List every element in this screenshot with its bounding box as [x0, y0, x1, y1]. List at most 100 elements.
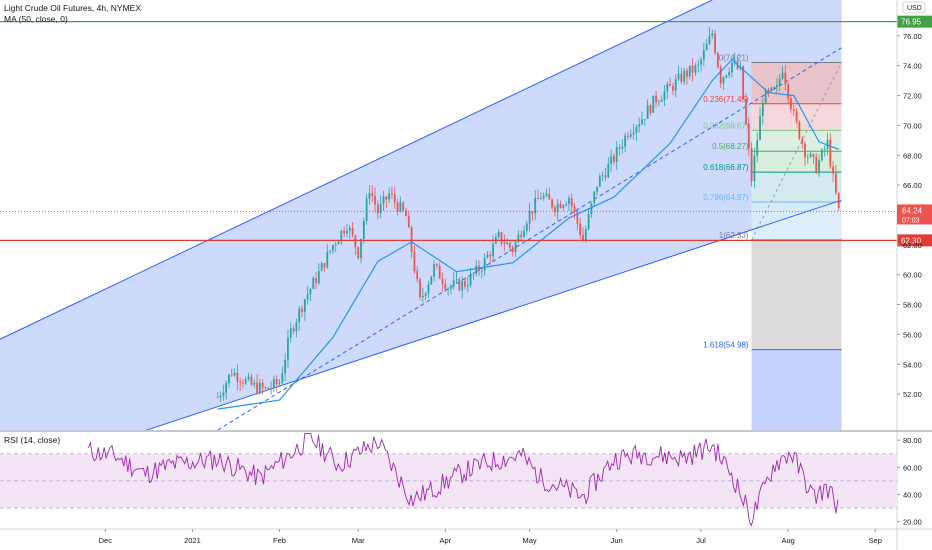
- candle-body: [764, 90, 767, 104]
- candle-body: [287, 337, 289, 360]
- candle-body: [750, 148, 753, 182]
- candle-body: [573, 206, 576, 213]
- candle-body: [610, 156, 612, 165]
- fib-level-label: 0.382(69.67): [703, 121, 749, 130]
- candle-body: [483, 257, 486, 271]
- candle-body: [270, 387, 272, 389]
- candle-body: [514, 242, 517, 252]
- candle-body: [835, 173, 837, 193]
- candle-body: [716, 52, 719, 68]
- candle-body: [823, 149, 826, 150]
- candle-body: [629, 134, 632, 137]
- candle-body: [458, 279, 461, 291]
- candle-body: [365, 198, 368, 222]
- candle-body: [568, 198, 570, 205]
- candle-body: [351, 227, 354, 236]
- candle-body: [697, 64, 700, 66]
- last-price-tag: [897, 204, 932, 225]
- candle-body: [275, 379, 278, 384]
- candle-body: [613, 156, 615, 162]
- candle-body: [354, 235, 357, 248]
- candle-body: [247, 376, 250, 380]
- candle-body: [539, 198, 542, 200]
- support-price-tag: [897, 234, 932, 247]
- candle-body: [672, 85, 674, 91]
- candle-body: [480, 270, 483, 272]
- candle-body: [258, 382, 261, 393]
- candle-body: [523, 230, 525, 238]
- candle-body: [770, 87, 773, 92]
- candle-body: [492, 243, 494, 257]
- candle-body: [745, 98, 747, 124]
- candle-body: [702, 50, 705, 60]
- currency-box: [902, 1, 926, 14]
- candle-body: [761, 103, 764, 116]
- candle-body: [565, 204, 568, 206]
- time-tick-label: Jun: [611, 536, 623, 545]
- candle-body: [261, 382, 264, 388]
- candle-body: [669, 84, 672, 86]
- candle-body: [216, 397, 219, 398]
- candle-body: [334, 244, 337, 246]
- candle-body: [598, 176, 601, 187]
- candle-body: [506, 243, 509, 245]
- candle-body: [806, 156, 809, 158]
- candle-body: [346, 230, 348, 234]
- candle-body: [804, 143, 806, 158]
- time-tick-label: Jul: [696, 536, 706, 545]
- candle-body: [410, 227, 413, 253]
- candle-body: [419, 279, 421, 298]
- time-tick-label: Aug: [781, 536, 794, 545]
- candle-body: [559, 203, 562, 208]
- candle-body: [643, 118, 646, 120]
- candle-body: [382, 196, 385, 204]
- candle-body: [239, 381, 242, 383]
- candle-body: [233, 372, 236, 376]
- candle-body: [604, 175, 607, 178]
- candle-body: [525, 223, 528, 231]
- candle-body: [309, 288, 312, 295]
- candle-body: [315, 278, 317, 283]
- time-tick-label: Feb: [273, 536, 286, 545]
- candle-body: [312, 278, 315, 289]
- fib-zone: [751, 202, 842, 240]
- candle-body: [225, 383, 228, 393]
- candle-body: [444, 283, 447, 290]
- candle-body: [402, 202, 405, 211]
- candle-body: [767, 90, 770, 92]
- price-tick-label: 74.00: [903, 62, 922, 71]
- candle-body: [497, 232, 500, 238]
- price-tick-label: 60.00: [903, 271, 922, 280]
- candle-body: [790, 98, 792, 110]
- candle-body: [464, 281, 466, 287]
- candle-body: [694, 65, 697, 73]
- candle-body: [582, 235, 584, 241]
- price-tick-label: 66.00: [903, 181, 922, 190]
- candle-body: [503, 243, 506, 245]
- candle-body: [537, 197, 539, 200]
- fib-level-label: 0.618(66.87): [703, 163, 749, 172]
- candle-body: [486, 254, 489, 258]
- fib-level-label: 1.618(54.98): [703, 341, 749, 350]
- candle-body: [273, 379, 275, 388]
- candle-body: [332, 245, 334, 251]
- candle-body: [731, 62, 733, 73]
- candle-body: [320, 263, 323, 272]
- candle-body: [686, 70, 688, 77]
- candle-body: [607, 164, 610, 178]
- candle-body: [472, 273, 475, 275]
- candle-body: [570, 198, 573, 207]
- candle-body: [374, 196, 376, 205]
- time-tick-label: May: [523, 536, 537, 545]
- candle-body: [469, 273, 472, 286]
- candle-body: [407, 216, 410, 228]
- candle-body: [427, 284, 430, 294]
- candle-body: [452, 280, 455, 287]
- candle-body: [562, 205, 565, 208]
- candle-body: [360, 238, 362, 258]
- candle-body: [784, 72, 787, 85]
- candle-body: [416, 271, 419, 280]
- candle-body: [278, 382, 281, 384]
- candle-body: [778, 78, 781, 85]
